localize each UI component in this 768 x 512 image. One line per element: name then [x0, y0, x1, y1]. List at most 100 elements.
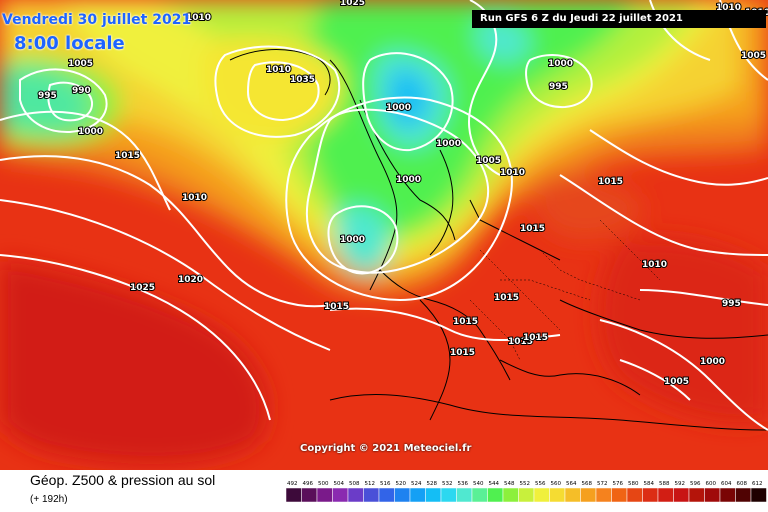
isobar-label: 1025 [340, 0, 365, 8]
country-borders [469, 219, 661, 361]
scale-swatch [394, 487, 411, 503]
scale-swatch [363, 487, 380, 503]
isobar-label: 1015 [450, 348, 475, 358]
scale-label: 532 [442, 481, 453, 487]
isobar-label: 1005 [68, 59, 93, 69]
scale-swatch [440, 487, 457, 503]
scale-swatch [316, 487, 333, 503]
isobar-label: 1025 [130, 283, 155, 293]
scale-label: 536 [458, 481, 469, 487]
scale-label: 592 [675, 481, 686, 487]
scale-swatch [549, 487, 566, 503]
scale-swatch [750, 487, 767, 503]
scale-swatch [688, 487, 705, 503]
scale-swatch [285, 487, 302, 503]
scale-label: 608 [737, 481, 748, 487]
scale-label: 520 [396, 481, 407, 487]
scale-label: 524 [411, 481, 422, 487]
scale-swatch [673, 487, 690, 503]
isobar-label: 1015 [520, 224, 545, 234]
scale-label: 584 [644, 481, 655, 487]
isobar-label: 1000 [700, 357, 725, 367]
isobar-label: 1000 [340, 235, 365, 245]
scale-swatch [332, 487, 349, 503]
scale-label: 528 [427, 481, 438, 487]
isobar-label: 1015 [453, 317, 478, 327]
isobar-labels: 1025 1010 1005 990 995 1000 1015 1010 1020 1025 10… [37, 0, 768, 388]
scale-swatch [564, 487, 581, 503]
scale-swatch [502, 487, 519, 503]
isobar-label: 1000 [78, 127, 103, 137]
scale-swatch [595, 487, 612, 503]
isobar-label: 1015 [598, 177, 623, 187]
scale-label: 500 [318, 481, 329, 487]
scale-swatch [456, 487, 473, 503]
isobar-label: 995 [38, 91, 57, 101]
isobar-label: 1010 [642, 260, 667, 270]
scale-swatch [611, 487, 628, 503]
scale-label: 612 [752, 481, 763, 487]
scale-label: 504 [334, 481, 345, 487]
isobar-label: 1015 [508, 337, 533, 347]
scale-label: 572 [597, 481, 608, 487]
scale-label: 492 [287, 481, 298, 487]
scale-swatch [626, 487, 643, 503]
isobar-label: 1000 [386, 103, 411, 113]
valid-date: Vendredi 30 juillet 2021 [2, 12, 192, 28]
isobar-label: 1020 [178, 275, 203, 285]
valid-time: 8:00 locale [14, 33, 125, 54]
color-scale: 492 496 500 504 508 512 516 520 524 528 532 536 540 5… [285, 481, 767, 503]
scale-swatch [378, 487, 395, 503]
isobar-label: 1005 [664, 377, 689, 387]
isobar-label: 995 [722, 299, 741, 309]
scale-label: 548 [504, 481, 515, 487]
scale-label: 604 [721, 481, 732, 487]
isobar-label: 1035 [290, 75, 315, 85]
isobar-label: 1010 [182, 193, 207, 203]
geopotential-field: 1025 1010 1005 990 995 1000 1015 1010 1020 1025 10… [0, 0, 768, 470]
scale-swatch [580, 487, 597, 503]
scale-swatch [471, 487, 488, 503]
isobar-label: 1000 [548, 59, 573, 69]
scale-swatch [347, 487, 364, 503]
scale-label: 552 [520, 481, 531, 487]
copyright-notice: Copyright © 2021 Meteociel.fr [300, 443, 472, 454]
scale-swatch [301, 487, 318, 503]
scale-swatch [409, 487, 426, 503]
isobar-label: 1015 [115, 151, 140, 161]
scale-swatch [487, 487, 504, 503]
scale-label: 580 [628, 481, 639, 487]
scale-label: 556 [535, 481, 546, 487]
scale-label: 596 [690, 481, 701, 487]
isobar-label: 1015 [494, 293, 519, 303]
forecast-hour: (+ 192h) [30, 494, 68, 505]
product-title: Géop. Z500 & pression au sol [30, 472, 216, 488]
isobar-label: 1015 [523, 333, 548, 343]
scale-label: 588 [659, 481, 670, 487]
isobar-label: 995 [549, 82, 568, 92]
scale-swatch [533, 487, 550, 503]
scale-label: 560 [551, 481, 562, 487]
isobar-label: 990 [72, 86, 91, 96]
scale-label: 516 [380, 481, 391, 487]
isobar-label: 1010 [266, 65, 291, 75]
scale-swatch [425, 487, 442, 503]
scale-label: 576 [613, 481, 624, 487]
scale-swatch [704, 487, 721, 503]
scale-label: 512 [365, 481, 376, 487]
isobar-label: 1000 [396, 175, 421, 185]
scale-swatch [518, 487, 535, 503]
isobar-label: 1010 [186, 13, 211, 23]
scale-swatch [642, 487, 659, 503]
isobar-label: 1005 [741, 51, 766, 61]
scale-label: 564 [566, 481, 577, 487]
isobar-label: 1010 [500, 168, 525, 178]
scale-swatch [657, 487, 674, 503]
isobar-label: 1000 [436, 139, 461, 149]
scale-label: 600 [706, 481, 717, 487]
scale-label: 568 [582, 481, 593, 487]
run-info-banner: Run GFS 6 Z du Jeudi 22 juillet 2021 [472, 10, 766, 28]
scale-label: 544 [489, 481, 500, 487]
scale-label: 496 [303, 481, 314, 487]
